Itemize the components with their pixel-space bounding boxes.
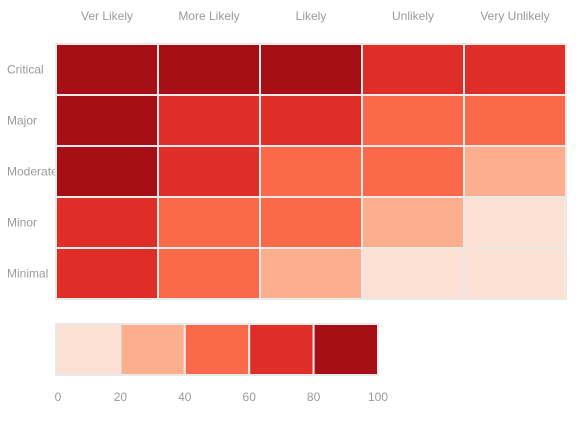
- heatmap-cell: [157, 247, 261, 300]
- legend-swatch: [55, 323, 122, 376]
- color-legend: [55, 323, 380, 376]
- heatmap-cell: [259, 145, 363, 198]
- row-label: Major: [7, 114, 37, 128]
- heatmap-cell: [361, 196, 465, 249]
- legend-tick-label: 80: [307, 390, 321, 404]
- column-label: Ver Likely: [81, 9, 133, 23]
- legend-swatch: [248, 323, 315, 376]
- heatmap-cell: [157, 196, 261, 249]
- heatmap-cell: [463, 43, 567, 96]
- heatmap-cell: [259, 247, 363, 300]
- heatmap-cell: [361, 43, 465, 96]
- heatmap-cell: [55, 196, 159, 249]
- heatmap-cell: [463, 145, 567, 198]
- heatmap-cell: [361, 247, 465, 300]
- legend-swatch: [119, 323, 186, 376]
- row-labels: Critical Major Moderate Minor Minimal: [7, 63, 58, 281]
- heatmap-cell: [55, 94, 159, 147]
- row-label: Minor: [7, 216, 37, 230]
- legend-tick-label: 40: [178, 390, 192, 404]
- legend-tick-label: 20: [114, 390, 128, 404]
- heatmap-cell: [463, 247, 567, 300]
- row-label: Moderate: [7, 165, 58, 179]
- column-labels: Ver Likely More Likely Likely Unlikely Very …: [81, 9, 550, 23]
- legend-swatch: [312, 323, 380, 376]
- heatmap-cell: [55, 43, 159, 96]
- legend-swatch: [183, 323, 251, 376]
- legend-tick-label: 100: [368, 390, 388, 404]
- heatmap-cell: [463, 196, 567, 249]
- heatmap-cell: [361, 145, 465, 198]
- heatmap-cell: [55, 247, 159, 300]
- heatmap-cell: [361, 94, 465, 147]
- column-label: Unlikely: [392, 9, 434, 23]
- legend-tick-labels: 0 20 40 60 80 100: [55, 390, 389, 404]
- column-label: Very Unlikely: [480, 9, 549, 23]
- heatmap-cell: [463, 94, 567, 147]
- column-label: Likely: [296, 9, 327, 23]
- heatmap-cell: [157, 145, 261, 198]
- row-label: Minimal: [7, 267, 48, 281]
- legend-tick-label: 0: [55, 390, 62, 404]
- legend-tick-label: 60: [243, 390, 257, 404]
- heatmap-cell: [157, 94, 261, 147]
- column-label: More Likely: [178, 9, 239, 23]
- heatmap-cell: [55, 145, 159, 198]
- heatmap-cell: [259, 196, 363, 249]
- row-label: Critical: [7, 63, 44, 77]
- heatmap-cell: [259, 94, 363, 147]
- heatmap-cell: [259, 43, 363, 96]
- heatmap-cell: [157, 43, 261, 96]
- heatmap-cells: [55, 43, 567, 300]
